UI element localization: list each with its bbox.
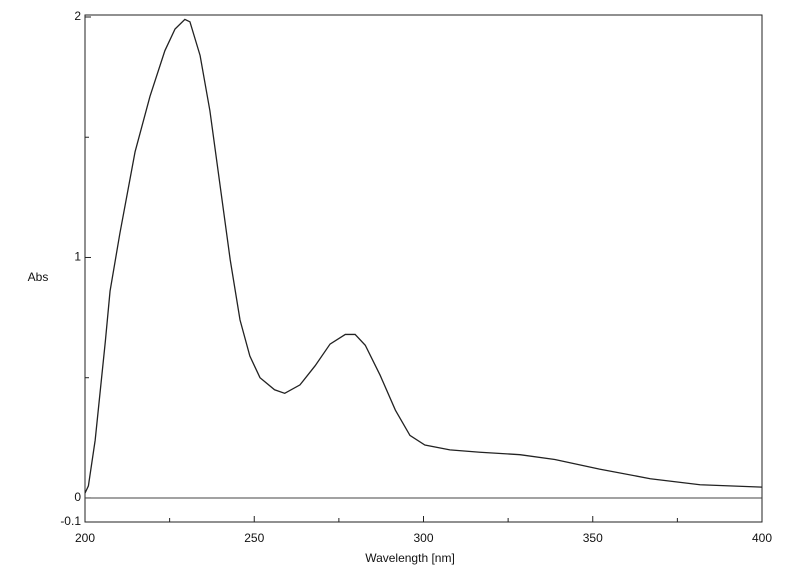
y-tick-label: 1 xyxy=(74,250,81,264)
y-tick-label: 0 xyxy=(74,490,81,504)
x-tick-label: 250 xyxy=(244,531,264,545)
y-tick-label: -0.1 xyxy=(60,514,81,528)
x-tick-label: 350 xyxy=(583,531,603,545)
x-tick-label: 300 xyxy=(413,531,433,545)
x-tick-label: 400 xyxy=(752,531,772,545)
x-tick-label: 200 xyxy=(75,531,95,545)
data-line xyxy=(84,18,763,494)
y-axis-title: Abs xyxy=(28,270,49,284)
plot-frame xyxy=(84,14,763,523)
y-tick-label: 2 xyxy=(74,9,81,23)
x-axis-title: Wavelength [nm] xyxy=(365,551,455,565)
